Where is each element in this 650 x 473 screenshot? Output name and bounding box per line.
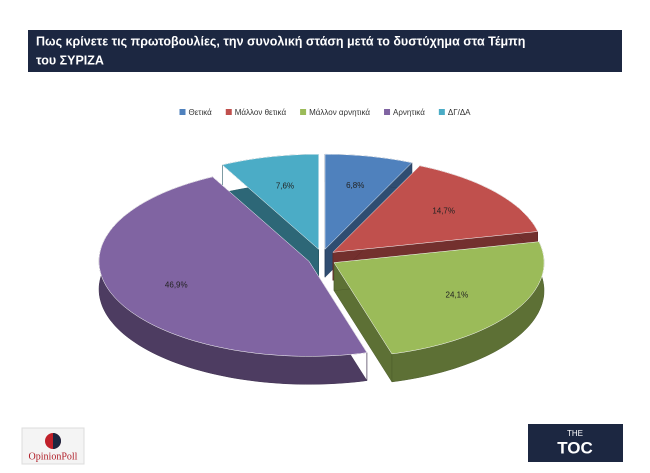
slice [332, 165, 539, 253]
data-label: 46,9% [165, 280, 188, 289]
legend-label: Θετικά [189, 108, 213, 117]
legend-label: ΔΓ/ΔΑ [448, 108, 471, 117]
legend-label: Αρνητικά [393, 108, 425, 117]
legend: Θετικά Μάλλον θετικά Μάλλον αρνητικά Αρνητι… [179, 108, 471, 117]
data-label: 6,8% [346, 181, 364, 190]
slice [333, 241, 545, 355]
legend-label: Μάλλον αρνητικά [309, 108, 370, 117]
chart-title: του ΣΥΡΙΖΑ [36, 53, 104, 67]
legend-swatch [225, 109, 232, 115]
pollster-name: OpinionPoll [29, 451, 78, 462]
data-labels: 6,8% 14,7% 24,1% 46,9% 7,6% [165, 181, 468, 299]
media-logo [528, 424, 623, 462]
legend-swatch [438, 109, 445, 115]
title-box [28, 30, 622, 72]
slice [324, 153, 413, 250]
logo-mark [53, 433, 61, 449]
media-name: TOC [557, 438, 593, 457]
data-label: 24,1% [446, 291, 469, 300]
legend-swatch [384, 109, 391, 115]
slice [221, 154, 319, 250]
data-label: 14,7% [432, 207, 455, 216]
media-name-top: THE [567, 429, 583, 438]
data-label: 7,6% [276, 182, 294, 191]
chart-title: Πως κρίνετε τις πρωτοβουλίες, την συνολι… [36, 34, 525, 48]
legend-label: Μάλλον θετικά [235, 108, 287, 117]
legend-swatch [300, 109, 307, 115]
pie-tops [98, 153, 545, 357]
slice [98, 176, 368, 357]
legend-swatch [179, 109, 186, 115]
